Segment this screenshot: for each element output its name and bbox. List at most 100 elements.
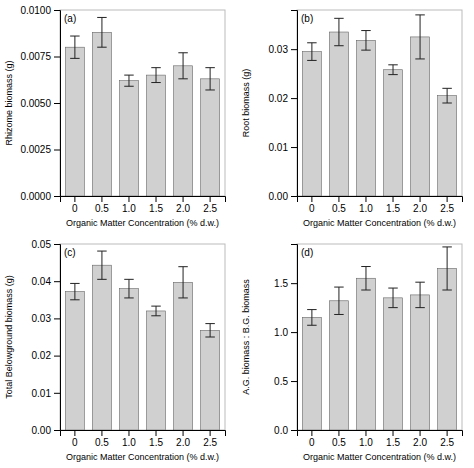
- bar: [302, 52, 321, 196]
- tick-mark: [128, 196, 129, 202]
- tick: 0.03: [269, 44, 297, 55]
- tick: 0.5: [95, 196, 109, 214]
- tick-label: 0.5: [95, 203, 109, 214]
- error-bar: [388, 65, 397, 75]
- error-bar-stem: [74, 283, 75, 299]
- bar: [201, 79, 220, 196]
- tick-mark: [338, 430, 339, 436]
- error-bar-cap: [388, 288, 397, 289]
- tick-label: 2.0: [176, 437, 190, 448]
- x-axis: 00.51.01.52.02.5: [61, 430, 226, 448]
- tick-mark: [54, 356, 60, 357]
- error-bar-stem: [101, 251, 102, 279]
- error-bar-cap: [124, 75, 133, 76]
- error-bar-cap: [361, 290, 370, 291]
- tick: 1.0: [359, 430, 373, 448]
- error-bar-cap: [124, 86, 133, 87]
- tick: 1.0: [359, 196, 373, 214]
- tick: 1.5: [274, 278, 297, 289]
- error-bar: [307, 43, 316, 61]
- tick-mark: [54, 318, 60, 319]
- error-bar-cap: [205, 67, 214, 68]
- tick-label: 2.0: [176, 203, 190, 214]
- tick-mark: [156, 430, 157, 436]
- tick-mark: [183, 196, 184, 202]
- tick-label: 0.0100: [20, 5, 51, 16]
- error-bar-cap: [205, 337, 214, 338]
- tick-mark: [54, 10, 60, 11]
- tick-label: 0.02: [32, 350, 52, 361]
- error-bar-stem: [183, 53, 184, 79]
- error-bar-cap: [334, 314, 343, 315]
- error-bar-stem: [338, 18, 339, 45]
- tick: 1.0: [122, 196, 136, 214]
- error-bar-cap: [151, 306, 160, 307]
- tick: 1.0: [274, 327, 297, 338]
- tick: 0.0025: [20, 144, 60, 155]
- error-bar: [97, 17, 106, 47]
- tick: 1.5: [149, 430, 163, 448]
- y-axis-title: Total Belowground biomass (g): [4, 275, 14, 399]
- tick-mark: [128, 430, 129, 436]
- tick-mark: [210, 196, 211, 202]
- tick-mark: [54, 244, 60, 245]
- tick-mark: [101, 196, 102, 202]
- tick: 0.5: [332, 196, 346, 214]
- plot-frame: [297, 244, 462, 430]
- tick: 1.5: [386, 430, 400, 448]
- tick-label: 0.0075: [20, 51, 51, 62]
- tick-mark: [54, 103, 60, 104]
- bar: [201, 330, 220, 430]
- tick-label: 0: [309, 437, 315, 448]
- bar: [438, 268, 457, 430]
- x-axis-title: Organic Matter Concentration (% d.w.): [66, 218, 219, 228]
- error-bar-cap: [415, 307, 424, 308]
- error-bar-cap: [388, 64, 397, 65]
- tick-label: 0.5: [332, 437, 346, 448]
- y-axis: 0.00000.00250.00500.00750.0100: [20, 5, 60, 202]
- error-bar: [205, 68, 214, 90]
- tick-label: 2.0: [413, 203, 427, 214]
- error-bar: [97, 251, 106, 279]
- y-axis: 0.00.51.01.5: [274, 245, 297, 436]
- error-bar: [442, 88, 451, 103]
- x-axis: 00.51.01.52.02.5: [298, 430, 463, 448]
- axis-line: [298, 431, 463, 437]
- error-bar-stem: [74, 36, 75, 58]
- bar: [384, 70, 403, 196]
- error-bar-stem: [210, 68, 211, 90]
- x-axis: 00.51.01.52.02.5: [298, 196, 463, 214]
- tick: 0: [309, 430, 315, 448]
- tick: 0.0075: [20, 51, 60, 62]
- axis-line: [54, 11, 61, 197]
- tick-mark: [101, 430, 102, 436]
- error-bar-cap: [334, 287, 343, 288]
- bar: [92, 265, 111, 430]
- error-bar-cap: [205, 89, 214, 90]
- tick: 0: [72, 196, 78, 214]
- tick-label: 2.5: [203, 437, 217, 448]
- tick: 0.0000: [20, 191, 60, 202]
- panel-label: (c): [64, 247, 76, 258]
- error-bar-cap: [442, 246, 451, 247]
- error-bar-cap: [442, 103, 451, 104]
- error-bar: [361, 267, 370, 290]
- tick: 2.0: [176, 430, 190, 448]
- tick-label: 0.5: [95, 437, 109, 448]
- axis-line: [291, 245, 298, 431]
- tick: 0.04: [32, 276, 60, 287]
- tick: 1.5: [386, 196, 400, 214]
- bar: [65, 47, 84, 196]
- tick-label: 1.5: [149, 437, 163, 448]
- error-bar-stem: [420, 15, 421, 59]
- error-bar-cap: [151, 82, 160, 83]
- tick: 1.0: [122, 430, 136, 448]
- tick-mark: [291, 147, 297, 148]
- tick-mark: [54, 57, 60, 58]
- tick-label: 0.01: [269, 142, 289, 153]
- tick-mark: [156, 196, 157, 202]
- tick-mark: [393, 196, 394, 202]
- error-bar: [70, 36, 79, 58]
- error-bar-cap: [307, 309, 316, 310]
- error-bar-stem: [338, 287, 339, 314]
